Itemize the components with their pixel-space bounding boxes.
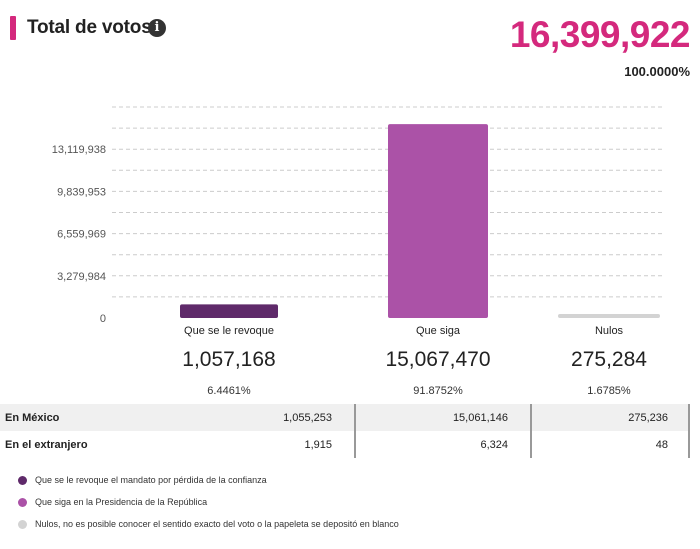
bar-1 [180, 304, 278, 318]
votes-breakdown-table: En México 1,055,253 15,061,146 275,236 E… [0, 404, 690, 458]
legend-label: Que siga en la Presidencia de la Repúbli… [35, 497, 208, 507]
info-icon[interactable]: i [148, 19, 166, 37]
category-label: Nulos [594, 325, 624, 337]
data-label-votes: 275,284 [571, 348, 647, 371]
legend-label: Nulos, no es posible conocer el sentido … [35, 519, 399, 529]
total-percentage: 100.0000% [624, 64, 690, 79]
bar-3 [558, 314, 660, 318]
table-cell: 1,915 [105, 431, 356, 458]
y-tick-label: 0 [100, 313, 106, 325]
table-cell: 275,236 [531, 404, 690, 431]
bar-2 [388, 124, 488, 318]
legend-dot [18, 520, 27, 529]
table-row: En el extranjero 1,915 6,324 48 [0, 431, 690, 458]
y-tick-label: 13,119,938 [52, 144, 106, 156]
data-label-votes: 15,067,470 [385, 348, 491, 371]
table-cell: 15,061,146 [355, 404, 532, 431]
row-label: En México [0, 404, 105, 431]
row-label: En el extranjero [5, 438, 88, 451]
legend-label: Que se le revoque el mandato por pérdida… [35, 475, 267, 485]
legend-dot [18, 498, 27, 507]
data-label-percent: 1.6785% [587, 385, 631, 397]
page-title: Total de votos [27, 17, 152, 38]
total-votes: 16,399,922 [509, 14, 691, 55]
votes-bar-chart: 0 3,279,984 6,559,969 9,839,953 13,119,938 [52, 106, 664, 325]
data-label-percent: 91.8752% [413, 385, 463, 397]
table-cell: 1,055,253 [105, 404, 356, 431]
table-cell: 48 [531, 431, 690, 458]
data-label-votes: 1,057,168 [182, 348, 276, 371]
category-label: Que siga [415, 325, 461, 337]
data-label-percent: 6.4461% [207, 385, 251, 397]
table-cell: 6,324 [355, 431, 532, 458]
table-row: En México 1,055,253 15,061,146 275,236 [0, 404, 690, 431]
category-label: Que se le revoque [184, 325, 274, 337]
title-accent-bar [10, 16, 16, 40]
legend-dot [18, 476, 27, 485]
y-tick-label: 9,839,953 [57, 186, 106, 198]
y-tick-label: 6,559,969 [57, 229, 106, 241]
y-tick-label: 3,279,984 [57, 271, 106, 283]
